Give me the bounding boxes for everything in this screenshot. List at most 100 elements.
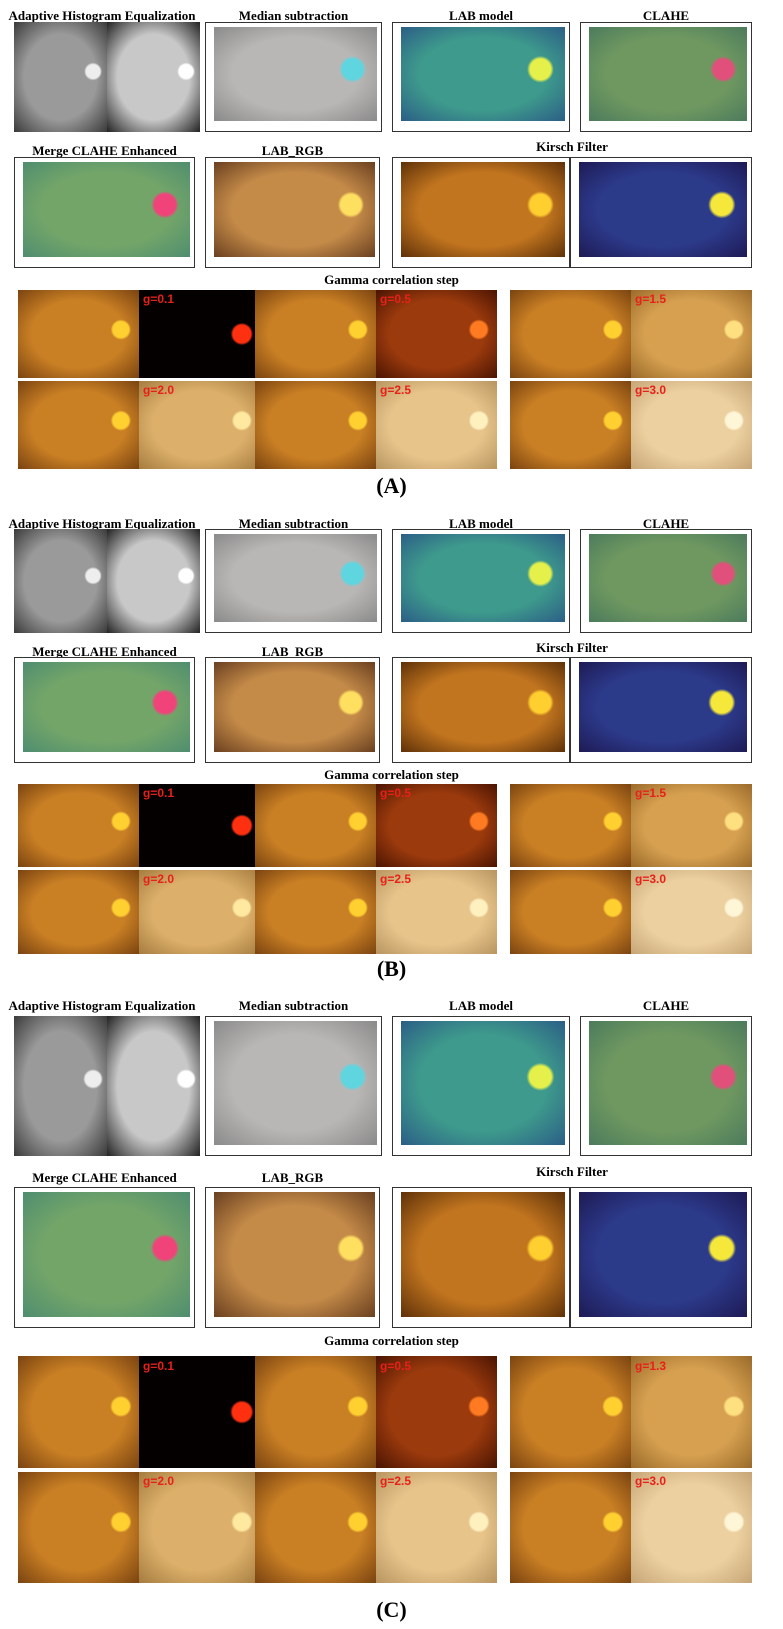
ahe-image [14,22,107,132]
labrgb-image [214,162,375,257]
gamma-label: g=0.5 [380,786,411,800]
gamma-original [510,784,631,868]
plot-frame [392,529,570,634]
plot-frame [205,657,380,763]
gamma-label: g=0.5 [380,1359,411,1373]
ahe-image [107,22,200,132]
gamma-label: g=2.0 [143,872,174,886]
plot-frame [205,529,382,634]
clahe-image [589,27,747,121]
plot-frame [14,1187,195,1328]
gamma-label: g=1.5 [635,292,666,306]
ahe-image [107,529,200,634]
median-image [214,534,377,623]
gamma-label: g=3.0 [635,1474,666,1488]
clahe-image [589,534,747,623]
ahe-image [14,529,107,634]
merge-image [23,1192,190,1317]
gamma-original [510,381,631,469]
lab-image [401,27,565,121]
merge-image [23,162,190,257]
gamma-title: Gamma correlation step [0,1333,783,1349]
gamma-label: g=3.0 [635,872,666,886]
gamma-original [18,784,139,868]
section-label: (B) [0,956,783,982]
median-image [214,27,377,121]
kirsch-image [401,1192,565,1317]
plot-frame [14,157,195,268]
gamma-label: g=1.3 [635,1359,666,1373]
plot-frame [14,657,195,763]
gamma-original [510,1356,631,1468]
gamma-label: g=0.1 [143,292,174,306]
gamma-label: g=0.1 [143,786,174,800]
gamma-label: g=0.1 [143,1359,174,1373]
gamma-original [18,1472,139,1584]
kirsch-image [579,662,747,752]
gamma-original [255,1472,376,1584]
gamma-original [18,290,139,378]
gamma-original [18,870,139,954]
plot-frame [580,1016,752,1156]
ahe-image [107,1016,200,1156]
merge-image [23,662,190,752]
gamma-original [255,1356,376,1468]
gamma-result [631,1472,752,1584]
gamma-result [376,1472,497,1584]
gamma-label: g=3.0 [635,383,666,397]
gamma-original [255,784,376,868]
median-image [214,1021,377,1145]
plot-frame [392,22,570,132]
kirsch-image [401,162,565,257]
plot-frame [205,22,382,132]
panel-title: Kirsch Filter [392,139,752,155]
gamma-original [18,1356,139,1468]
panel-title: Merge CLAHE Enhanced [14,1170,195,1186]
kirsch-image [579,1192,747,1317]
plot-frame [570,657,752,763]
plot-frame [580,529,752,634]
plot-frame [570,1187,752,1328]
ahe-image [14,1016,107,1156]
panel-title: Adaptive Histogram Equalization [4,998,200,1014]
gamma-label: g=2.5 [380,1474,411,1488]
plot-frame [392,157,570,268]
gamma-original [18,381,139,469]
kirsch-image [401,662,565,752]
plot-frame [392,1187,570,1328]
gamma-result [139,1356,260,1468]
panel-title: LAB_RGB [205,1170,380,1186]
lab-image [401,1021,565,1145]
gamma-original [510,290,631,378]
kirsch-image [579,162,747,257]
plot-frame [392,1016,570,1156]
gamma-original [510,1472,631,1584]
labrgb-image [214,1192,375,1317]
gamma-label: g=0.5 [380,292,411,306]
gamma-title: Gamma correlation step [0,767,783,783]
gamma-label: g=1.5 [635,786,666,800]
plot-frame [205,1016,382,1156]
figure: (() => { const data = JSON.parse(documen… [0,0,783,1629]
gamma-original [255,290,376,378]
plot-frame [570,157,752,268]
plot-frame [205,157,380,268]
gamma-result [139,1472,260,1584]
panel-title: Median subtraction [205,998,382,1014]
panel-title: Kirsch Filter [392,640,752,656]
panel-title: Kirsch Filter [392,1164,752,1180]
gamma-label: g=2.5 [380,383,411,397]
plot-frame [580,22,752,132]
gamma-original [255,870,376,954]
gamma-label: g=2.5 [380,872,411,886]
gamma-title: Gamma correlation step [0,272,783,288]
plot-frame [392,657,570,763]
gamma-original [510,870,631,954]
gamma-label: g=2.0 [143,383,174,397]
gamma-label: g=2.0 [143,1474,174,1488]
gamma-result [631,1356,752,1468]
plot-frame [205,1187,380,1328]
panel-title: LAB model [392,998,570,1014]
section-label: (A) [0,473,783,499]
panel-title: CLAHE [580,998,752,1014]
